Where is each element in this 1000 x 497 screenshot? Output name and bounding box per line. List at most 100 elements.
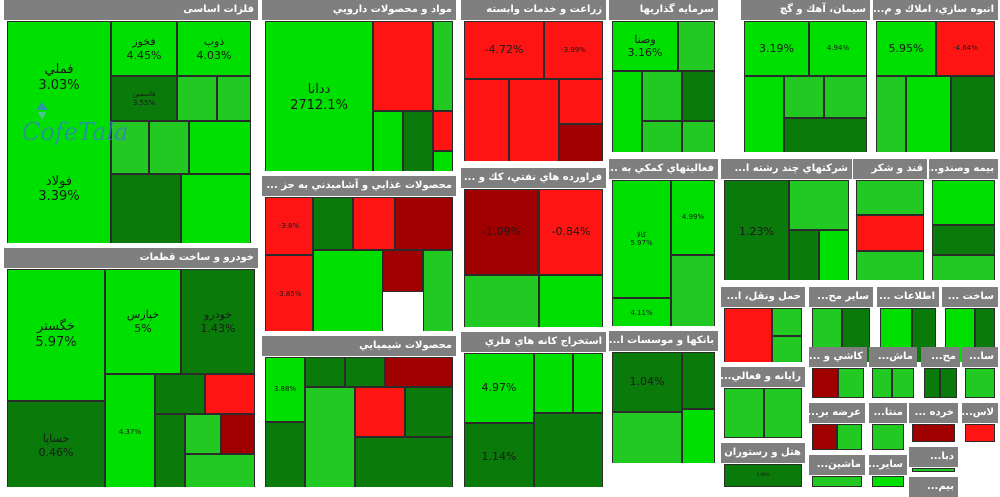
treemap-tile[interactable] — [932, 255, 995, 280]
treemap-tile[interactable] — [824, 76, 867, 118]
treemap-tile[interactable] — [559, 124, 603, 161]
treemap-tile[interactable] — [951, 76, 995, 152]
treemap-tile[interactable] — [111, 174, 181, 243]
treemap-tile[interactable] — [837, 424, 862, 450]
treemap-tile[interactable] — [724, 388, 764, 438]
treemap-tile[interactable] — [642, 71, 682, 121]
treemap-tile[interactable] — [906, 76, 951, 152]
treemap-tile[interactable] — [872, 368, 892, 398]
treemap-tile[interactable] — [940, 368, 957, 398]
treemap-tile[interactable] — [724, 308, 772, 362]
treemap-tile[interactable] — [353, 197, 395, 250]
treemap-tile[interactable]: 1.23% — [724, 180, 789, 280]
treemap-tile[interactable] — [876, 76, 906, 152]
treemap-tile[interactable]: 1.08% — [724, 464, 802, 487]
treemap-tile[interactable] — [509, 79, 559, 161]
treemap-tile[interactable] — [405, 387, 453, 437]
treemap-tile[interactable]: 3.88% — [265, 357, 305, 422]
sector-block[interactable]: خرده ... — [909, 403, 958, 445]
treemap-tile[interactable] — [912, 468, 955, 472]
sector-block[interactable]: رايانه و فعالي... — [721, 367, 805, 441]
treemap-tile[interactable]: 4.99% — [671, 180, 715, 255]
treemap-tile[interactable]: ذوب 4.03% — [177, 21, 251, 76]
treemap-tile[interactable] — [265, 422, 305, 487]
treemap-tile[interactable] — [682, 352, 715, 409]
treemap-tile[interactable] — [155, 374, 205, 414]
treemap-tile[interactable] — [892, 368, 914, 398]
treemap-tile[interactable] — [856, 215, 924, 251]
treemap-tile[interactable] — [534, 413, 603, 487]
treemap-tile[interactable] — [373, 111, 403, 171]
sector-block[interactable]: بيم... — [909, 477, 958, 497]
treemap-tile[interactable] — [433, 111, 453, 151]
treemap-tile[interactable] — [539, 275, 603, 327]
treemap-tile[interactable] — [403, 111, 433, 171]
sector-block[interactable]: استخراج كانه هاي فلزي 4.97% 1.14% — [461, 332, 606, 490]
treemap-tile[interactable] — [744, 76, 784, 152]
treemap-tile[interactable] — [355, 437, 453, 487]
treemap-tile[interactable] — [789, 230, 819, 280]
treemap-tile[interactable] — [373, 21, 433, 111]
treemap-tile[interactable] — [464, 275, 539, 327]
treemap-tile[interactable] — [856, 251, 924, 280]
treemap-tile[interactable] — [965, 368, 995, 398]
treemap-tile[interactable] — [812, 476, 862, 487]
treemap-tile[interactable]: -4.64% — [936, 21, 995, 76]
treemap-tile[interactable] — [181, 174, 251, 243]
treemap-tile[interactable] — [932, 180, 995, 225]
treemap-tile[interactable] — [221, 414, 255, 454]
sector-block[interactable]: عرضه بر... — [809, 403, 865, 453]
treemap-tile[interactable] — [177, 76, 217, 121]
treemap-tile[interactable] — [305, 357, 345, 387]
sector-block[interactable]: ماش... — [869, 347, 917, 401]
treemap-tile[interactable]: 4.97% — [464, 353, 534, 423]
treemap-tile[interactable] — [784, 76, 824, 118]
treemap-tile[interactable] — [856, 180, 924, 215]
treemap-tile[interactable]: -4.72% — [464, 21, 544, 79]
treemap-tile[interactable] — [872, 424, 904, 450]
treemap-tile[interactable] — [812, 368, 838, 398]
treemap-tile[interactable] — [682, 71, 715, 121]
sector-block[interactable]: دبا... — [909, 447, 958, 475]
treemap-tile[interactable]: 5.95% — [876, 21, 936, 76]
treemap-tile[interactable] — [189, 121, 251, 174]
treemap-tile[interactable] — [912, 424, 955, 442]
sector-block[interactable]: انبوه سازي، املاك و م... 5.95% -4.64% — [873, 0, 998, 155]
sector-block[interactable]: منتا... — [869, 403, 907, 453]
sector-block[interactable]: قند و شكر — [853, 159, 927, 283]
treemap-tile[interactable] — [423, 250, 453, 331]
treemap-tile[interactable] — [642, 121, 682, 152]
treemap-tile[interactable] — [772, 336, 802, 362]
treemap-tile[interactable] — [573, 353, 603, 413]
sector-block[interactable]: ماشين... — [809, 455, 865, 490]
treemap-tile[interactable]: فخوز 4.45% — [111, 21, 177, 76]
treemap-tile[interactable] — [185, 414, 221, 454]
treemap-tile[interactable]: 3.19% — [744, 21, 809, 76]
treemap-tile[interactable] — [924, 368, 940, 398]
sector-block[interactable]: لاس... — [962, 403, 998, 445]
sector-block[interactable]: حمل ونقل، ا... — [721, 287, 805, 365]
sector-block[interactable]: ساير مح... — [809, 287, 873, 365]
sector-block[interactable]: سرمايه گذاريها وصنا 3.16% — [609, 0, 718, 155]
treemap-tile[interactable]: 1.14% — [464, 423, 534, 487]
treemap-tile[interactable] — [612, 71, 642, 152]
sector-block[interactable]: فراورده هاي نفتي، كك و ... -1.09% -0.84% — [461, 168, 606, 330]
sector-block[interactable]: مواد و محصولات دارويي ددانا 2712.1% — [262, 0, 456, 174]
sector-block[interactable]: سا... — [962, 347, 998, 401]
treemap-tile[interactable]: 4.37% — [105, 374, 155, 487]
treemap-tile[interactable] — [111, 121, 149, 174]
treemap-tile[interactable]: 1.04% — [612, 352, 682, 412]
treemap-tile[interactable] — [433, 21, 453, 111]
sector-block[interactable]: فلزات اساسی فملي 3.03% فولاد 3.39% فخوز 4.45% ذ… — [4, 0, 258, 246]
treemap-tile[interactable] — [383, 250, 423, 292]
treemap-tile[interactable] — [838, 368, 864, 398]
treemap-tile[interactable] — [682, 409, 715, 463]
treemap-tile[interactable]: كالا 5.97% — [612, 180, 671, 298]
treemap-tile[interactable] — [305, 387, 355, 487]
treemap-tile[interactable] — [464, 79, 509, 161]
treemap-tile[interactable]: فملي 3.03% فولاد 3.39% — [7, 21, 111, 243]
treemap-tile[interactable] — [355, 387, 405, 437]
treemap-tile[interactable] — [395, 197, 453, 250]
treemap-tile[interactable] — [772, 308, 802, 336]
sector-block[interactable]: هتل و رستوران 1.08% — [721, 443, 805, 490]
